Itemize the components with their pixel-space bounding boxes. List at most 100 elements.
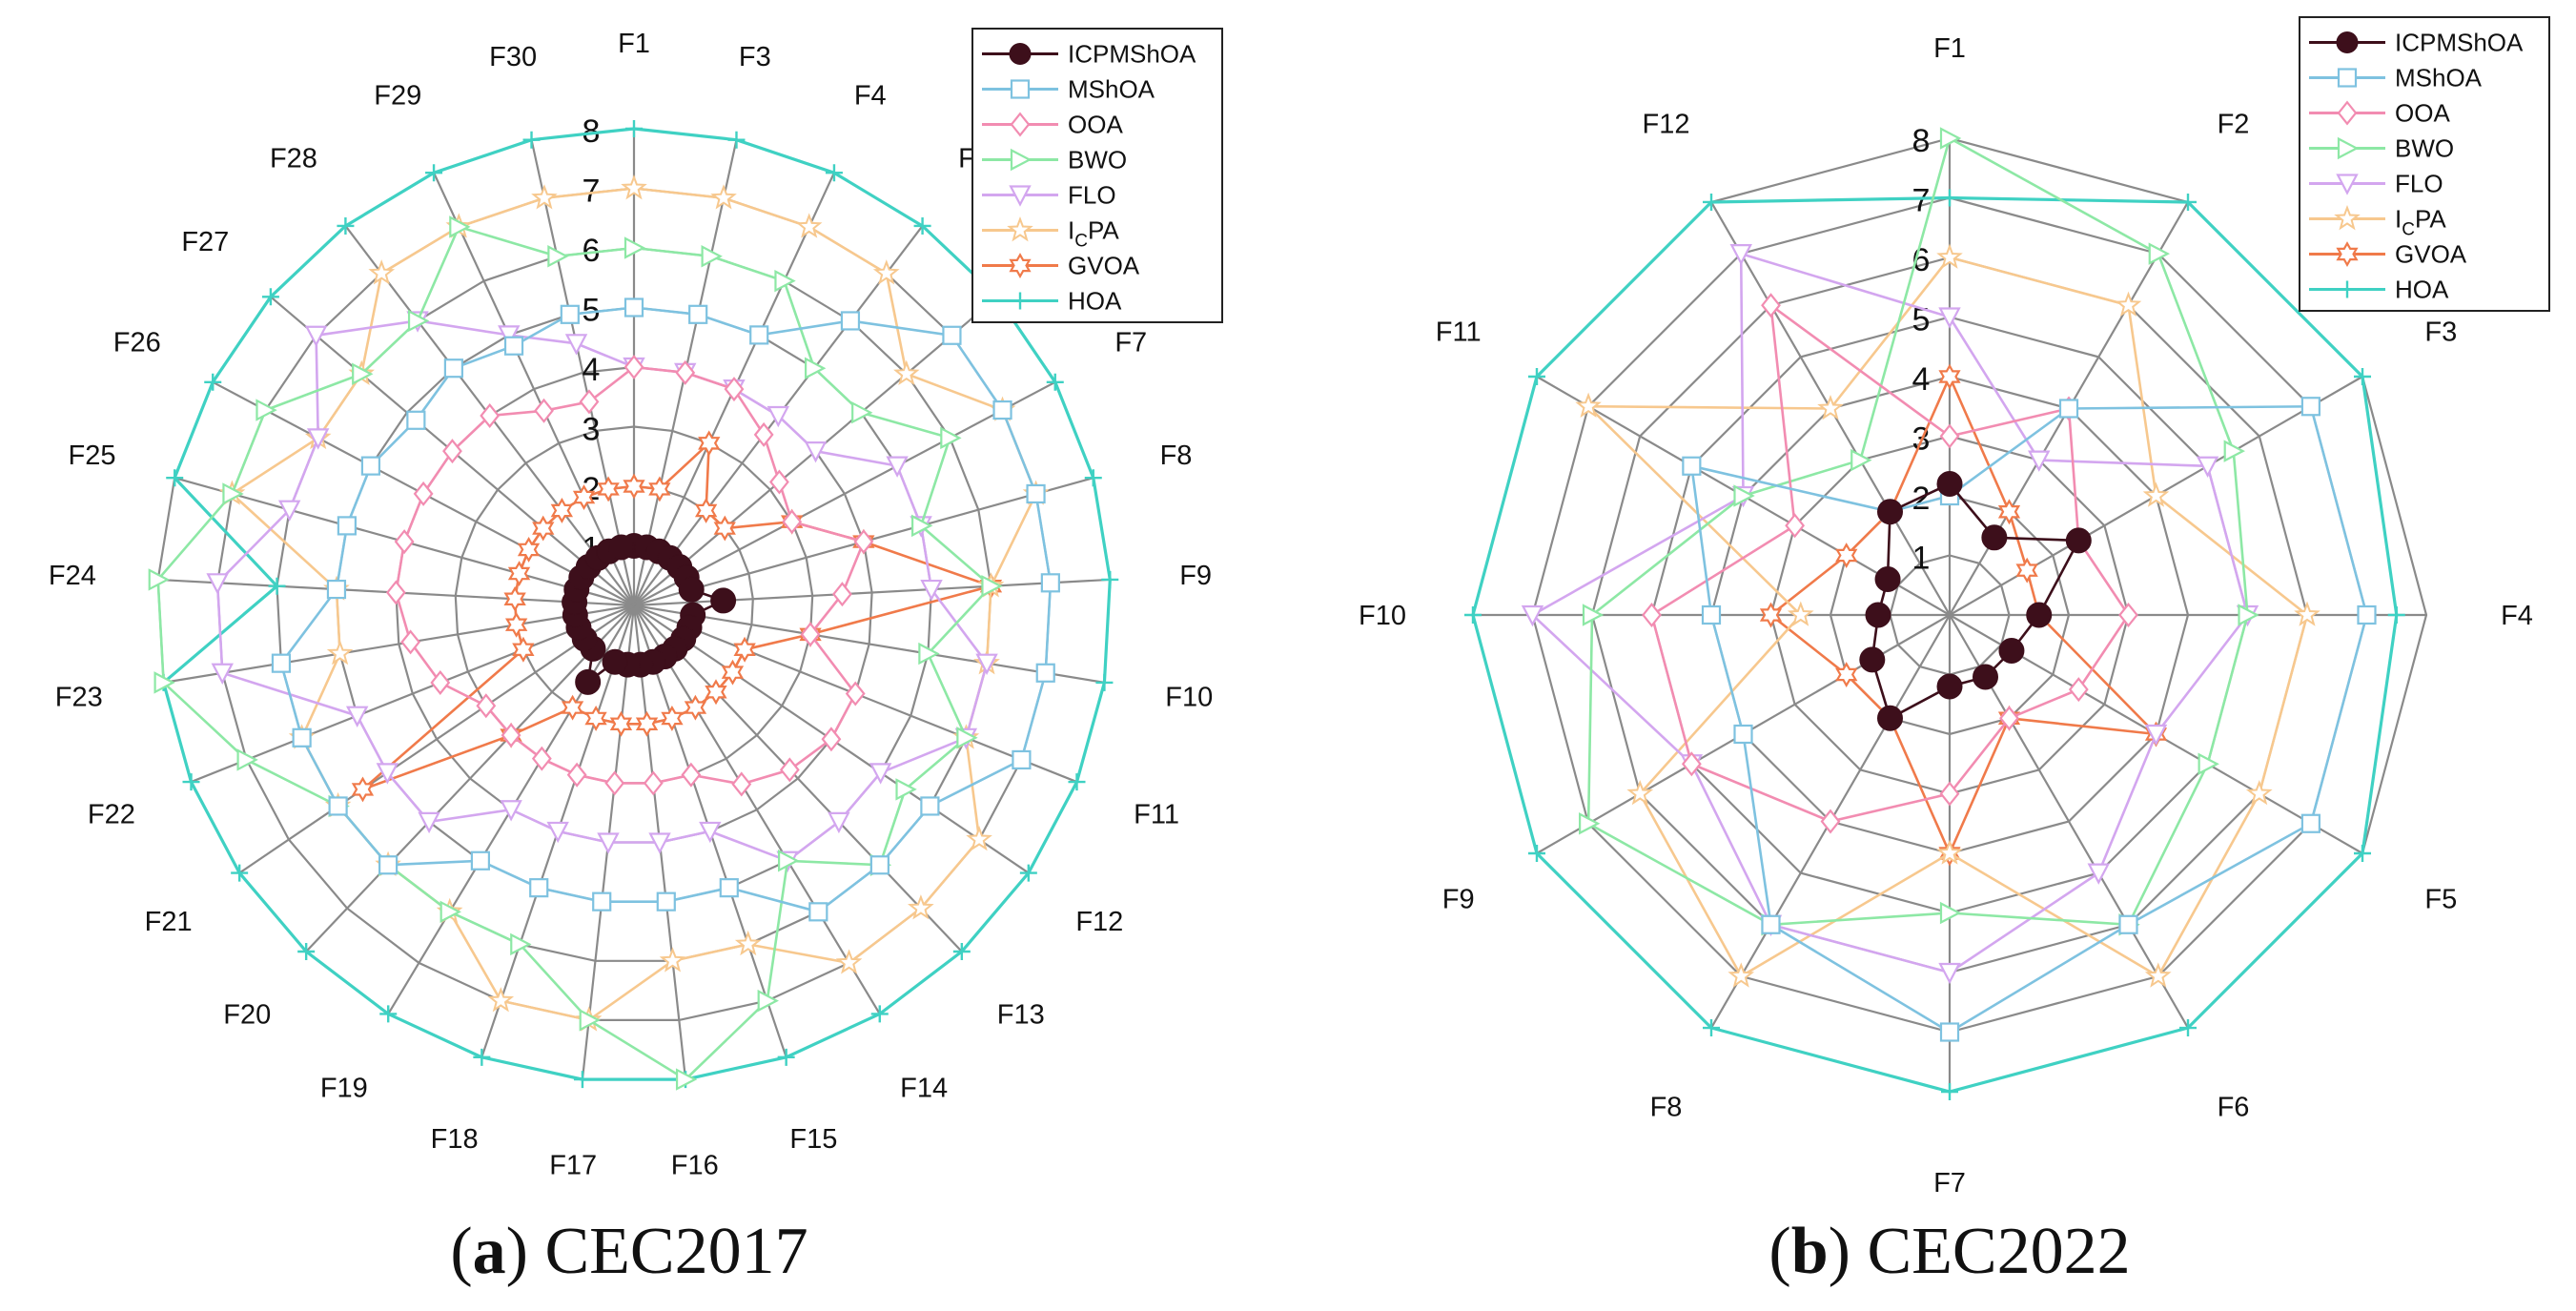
spoke-line [633,604,881,1014]
data-point [872,259,900,285]
data-point [328,796,348,816]
data-point [407,309,430,333]
legend-item: OOA [982,111,1123,139]
data-point [675,359,696,385]
legend-label: ICPA [2395,205,2446,240]
data-point [705,679,727,706]
data-point [326,579,347,600]
data-point [920,579,943,602]
data-point [2118,602,2138,628]
data-point [572,484,596,510]
data-point [753,421,774,447]
data-point [531,746,552,771]
data-point [512,636,535,663]
category-label: F7 [1114,328,1147,358]
data-point [684,694,707,721]
category-label: F25 [69,440,116,471]
legend-marker [1010,112,1031,137]
legend-marker [2336,241,2359,268]
data-point [1035,663,1055,683]
data-point [360,456,381,476]
data-point [473,1048,491,1066]
data-point [710,184,737,210]
data-point [1939,901,1962,925]
data-point [832,582,852,607]
data-point [1938,363,1961,390]
legend-marker [2334,204,2361,231]
ring-label: 3 [583,412,601,448]
data-point [2068,677,2089,703]
data-point [1939,1022,1960,1042]
data-point [721,659,745,686]
spoke-line [433,172,635,606]
category-label: F6 [2218,1092,2250,1122]
legend-label: MShOA [2395,64,2483,92]
data-point [443,358,463,379]
data-point [795,213,823,238]
data-point [1817,394,1844,420]
data-point [166,469,184,487]
data-point [1733,724,1753,745]
data-point [351,776,375,803]
ring-label: 1 [1912,541,1931,577]
category-label: F14 [900,1074,948,1104]
legend-item: MShOA [2309,64,2483,92]
category-label: F23 [55,682,103,712]
data-point [800,622,821,647]
data-point [1939,423,1960,449]
data-point [561,694,584,721]
legend-item: MShOA [982,75,1155,104]
data-point [624,354,644,380]
data-point [531,184,558,210]
data-point [498,325,521,347]
data-point [604,770,625,796]
data-point [1681,751,1702,777]
caption-letter: b [1791,1215,1829,1288]
data-point [1068,773,1086,791]
series-icpmshoa [1859,471,2092,731]
series-line [156,225,993,1081]
data-point [2179,193,2197,211]
data-point [529,878,549,898]
series-mshoa [1682,397,2377,1042]
data-point [1835,543,1858,569]
series-icpa [1575,243,2320,988]
data-point [609,710,633,737]
spoke-line [530,139,636,606]
data-point [621,174,647,200]
data-point [345,706,369,727]
data-point [2142,481,2170,507]
data-point [1761,293,1781,318]
data-point [779,757,800,783]
spoke-line [191,604,635,784]
legend-marker [1010,79,1031,99]
data-point [1575,392,1602,418]
ring-label: 8 [583,113,601,150]
category-label: F21 [145,907,193,937]
data-point [2294,601,2320,626]
series-line [215,319,989,863]
legend-item: BWO [982,146,1127,174]
spoke-line [238,604,635,874]
legend-item: ICPA [2309,205,2446,240]
legend-marker [1012,292,1029,310]
data-point [2015,557,2038,584]
data-point [1981,524,2008,551]
series-bwo [1579,127,2259,936]
data-point [602,648,628,675]
data-point [440,900,461,924]
data-point [352,362,374,385]
legend-label: GVOA [2395,240,2467,269]
data-point [1095,673,1114,691]
data-point [782,509,803,535]
legend-label: ICPMShOA [1068,40,1196,69]
data-point [546,821,569,844]
data-point [337,216,355,235]
data-point [2223,440,2245,462]
legend-label: OOA [1068,111,1123,139]
data-point [749,325,769,345]
data-point [306,428,330,450]
data-point [804,441,828,463]
data-point [470,850,490,871]
